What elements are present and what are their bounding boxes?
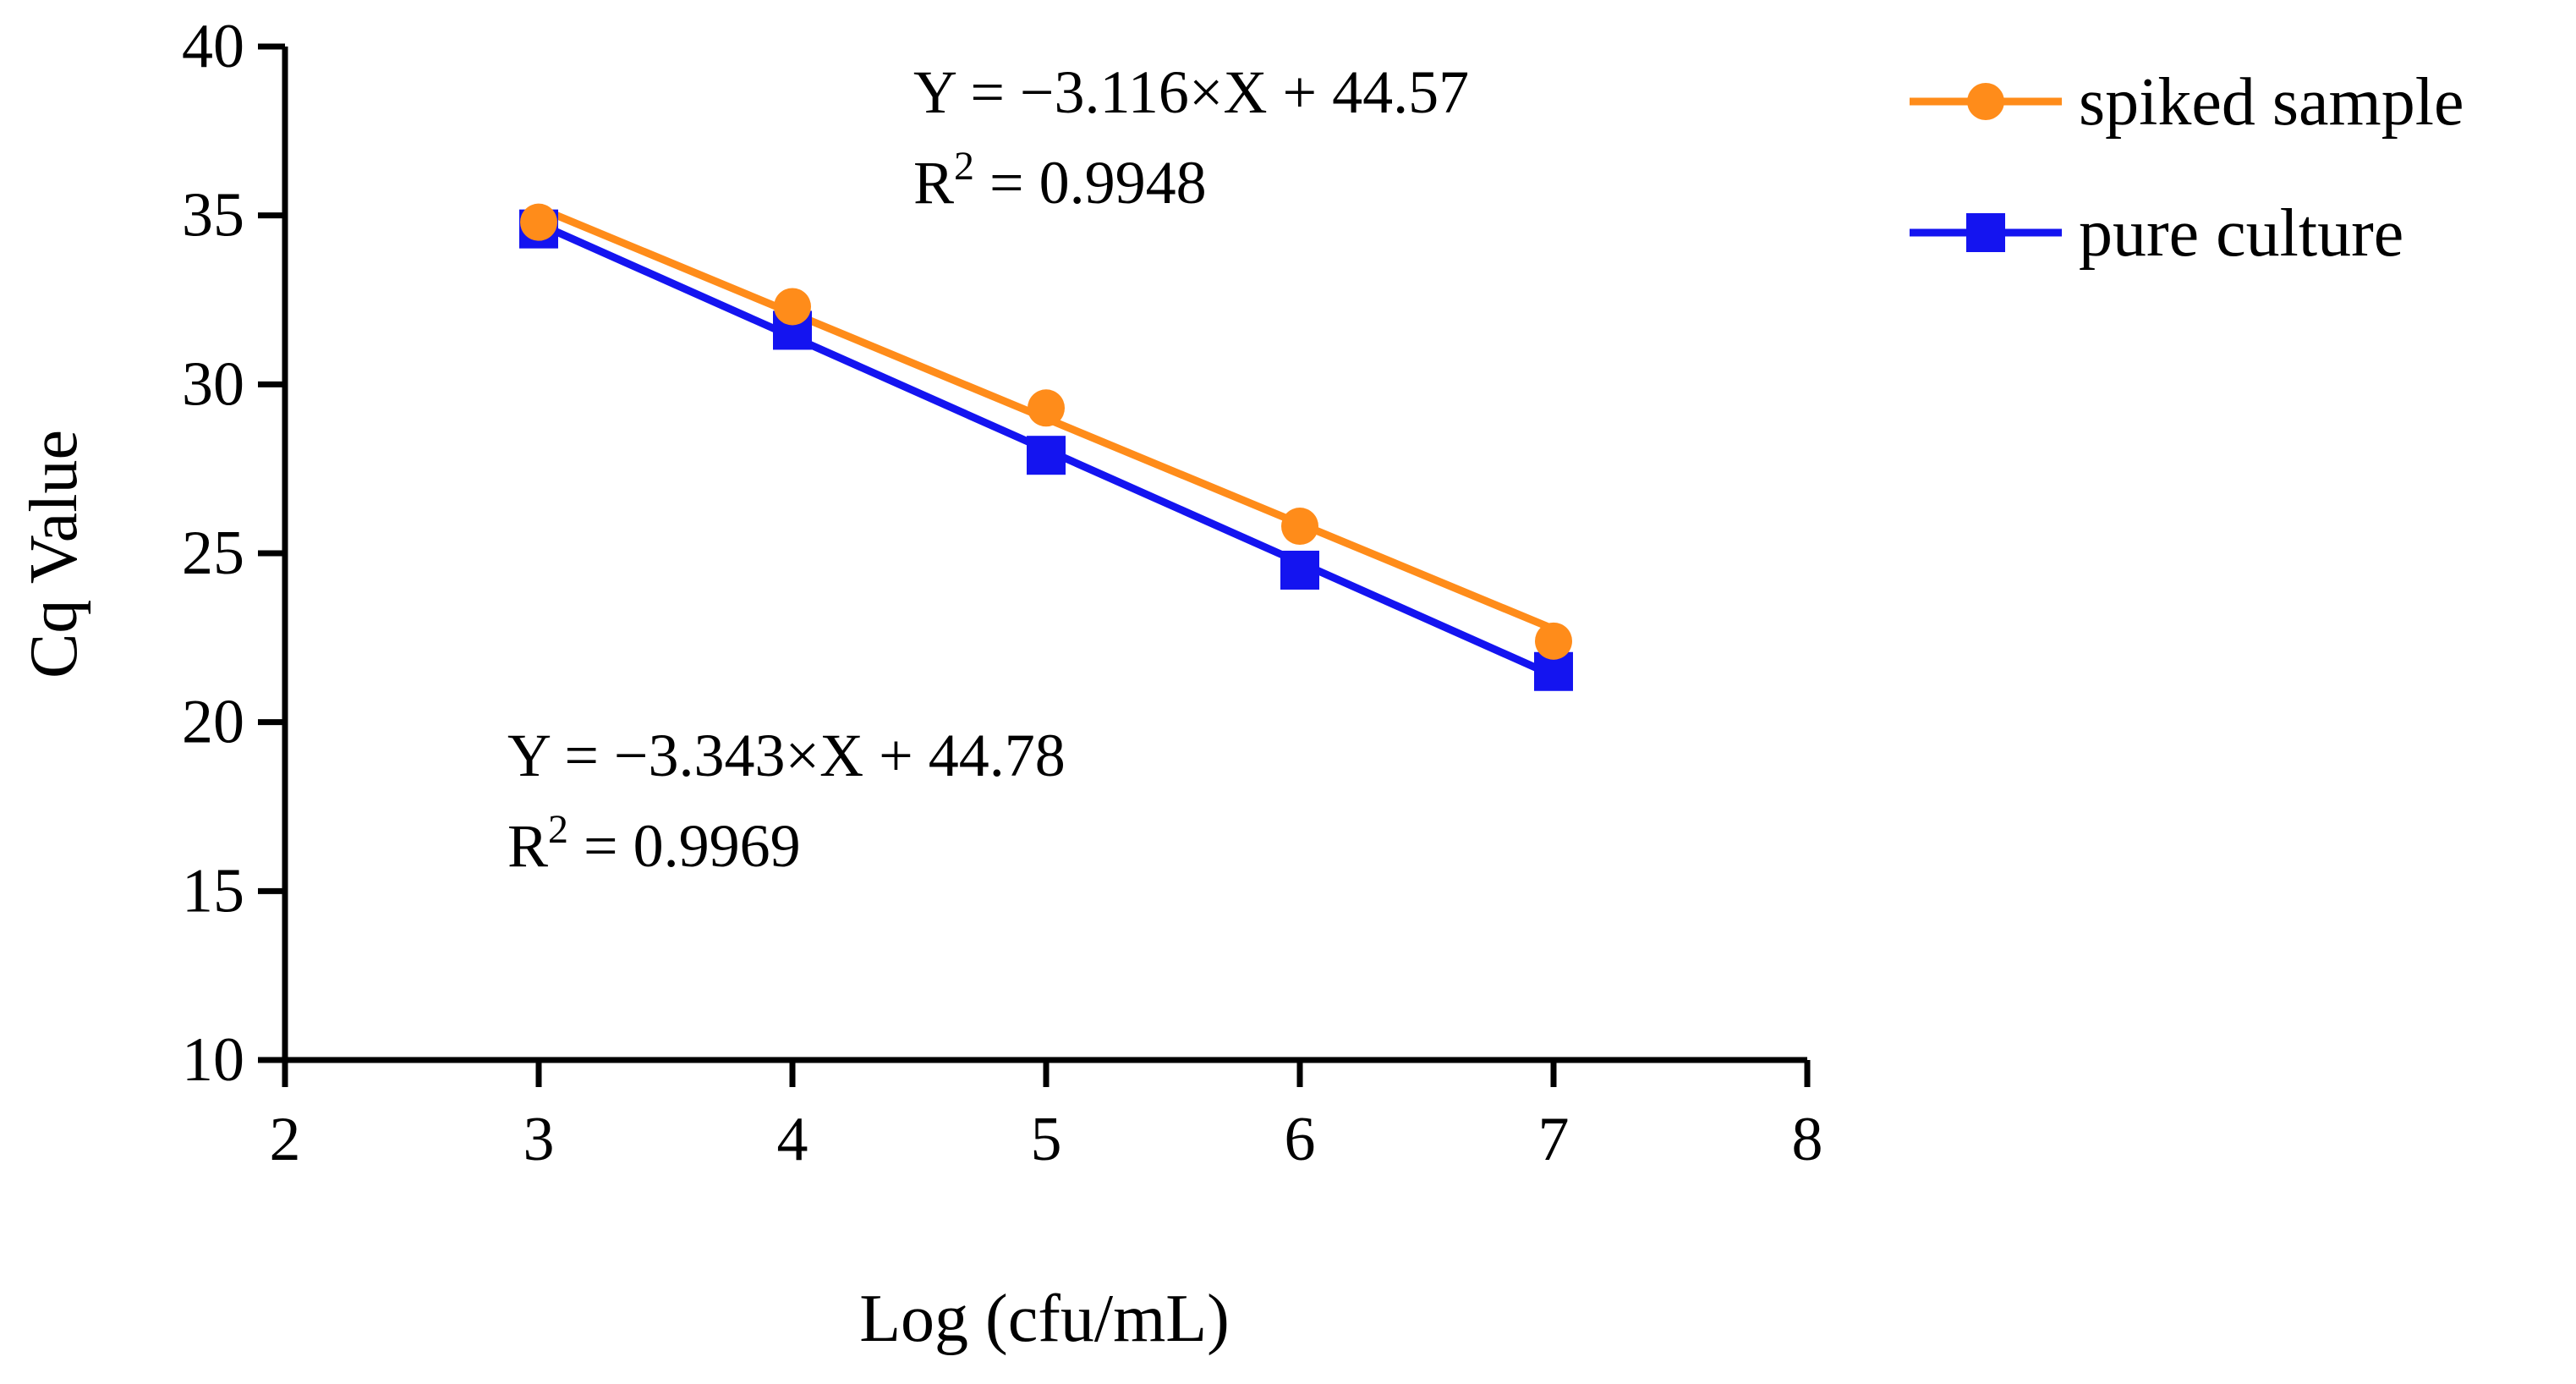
x-tick-label: 8	[1792, 1105, 1823, 1174]
data-point-pure-culture	[1280, 550, 1319, 590]
r2-value: = 0.9969	[568, 812, 801, 880]
data-point-spiked-sample	[520, 203, 557, 241]
y-tick-label: 25	[182, 519, 244, 588]
x-axis-title: Log (cfu/mL)	[859, 1282, 1230, 1356]
annotation-r2-spiked-sample: R2 = 0.9948	[913, 144, 1207, 217]
data-point-spiked-sample	[774, 288, 811, 326]
annotation-equation-pure-culture: Y = −3.343×X + 44.78	[507, 722, 1066, 789]
y-tick-label: 40	[182, 12, 244, 81]
legend: spiked sample pure culture	[1910, 65, 2464, 271]
y-tick-label: 15	[182, 856, 244, 925]
y-tick-label: 35	[182, 181, 244, 250]
y-tick-label: 10	[182, 1025, 244, 1095]
r2-label: R	[507, 812, 548, 880]
r2-label: R	[913, 149, 954, 217]
x-tick-label: 6	[1285, 1105, 1316, 1174]
annotation-r2-pure-culture: R2 = 0.9969	[507, 807, 801, 880]
x-tick-label: 5	[1031, 1105, 1062, 1174]
legend-marker-spiked-sample	[1967, 83, 2004, 120]
y-tick-label: 30	[182, 349, 244, 419]
x-tick-label: 4	[777, 1105, 808, 1174]
data-point-pure-culture	[1027, 436, 1066, 475]
legend-label-pure-culture: pure culture	[2079, 196, 2403, 271]
legend-label-spiked-sample: spiked sample	[2079, 65, 2464, 140]
legend-marker-pure-culture	[1966, 213, 2005, 252]
r2-value: = 0.9948	[974, 149, 1207, 217]
legend-item-pure-culture: pure culture	[1910, 196, 2403, 271]
x-tick-label: 2	[270, 1105, 301, 1174]
data-point-spiked-sample	[1281, 508, 1318, 546]
data-point-spiked-sample	[1535, 622, 1572, 660]
legend-item-spiked-sample: spiked sample	[1910, 65, 2464, 140]
data-point-spiked-sample	[1028, 389, 1065, 427]
axes-layer: 10 15 20 25 30 35 40 2 3 4 5 6 7 8	[182, 12, 1823, 1174]
x-tick-label: 7	[1538, 1105, 1570, 1174]
x-tick-label: 3	[523, 1105, 555, 1174]
r2-superscript: 2	[954, 144, 974, 189]
r2-superscript: 2	[548, 807, 568, 852]
y-axis-title: Cq Value	[17, 430, 91, 678]
markers-layer	[519, 203, 1573, 691]
y-tick-label: 20	[182, 688, 244, 757]
annotation-equation-spiked-sample: Y = −3.116×X + 44.57	[913, 58, 1469, 126]
annotations-layer: Y = −3.116×X + 44.57 R2 = 0.9948 Y = −3.…	[507, 58, 1469, 880]
